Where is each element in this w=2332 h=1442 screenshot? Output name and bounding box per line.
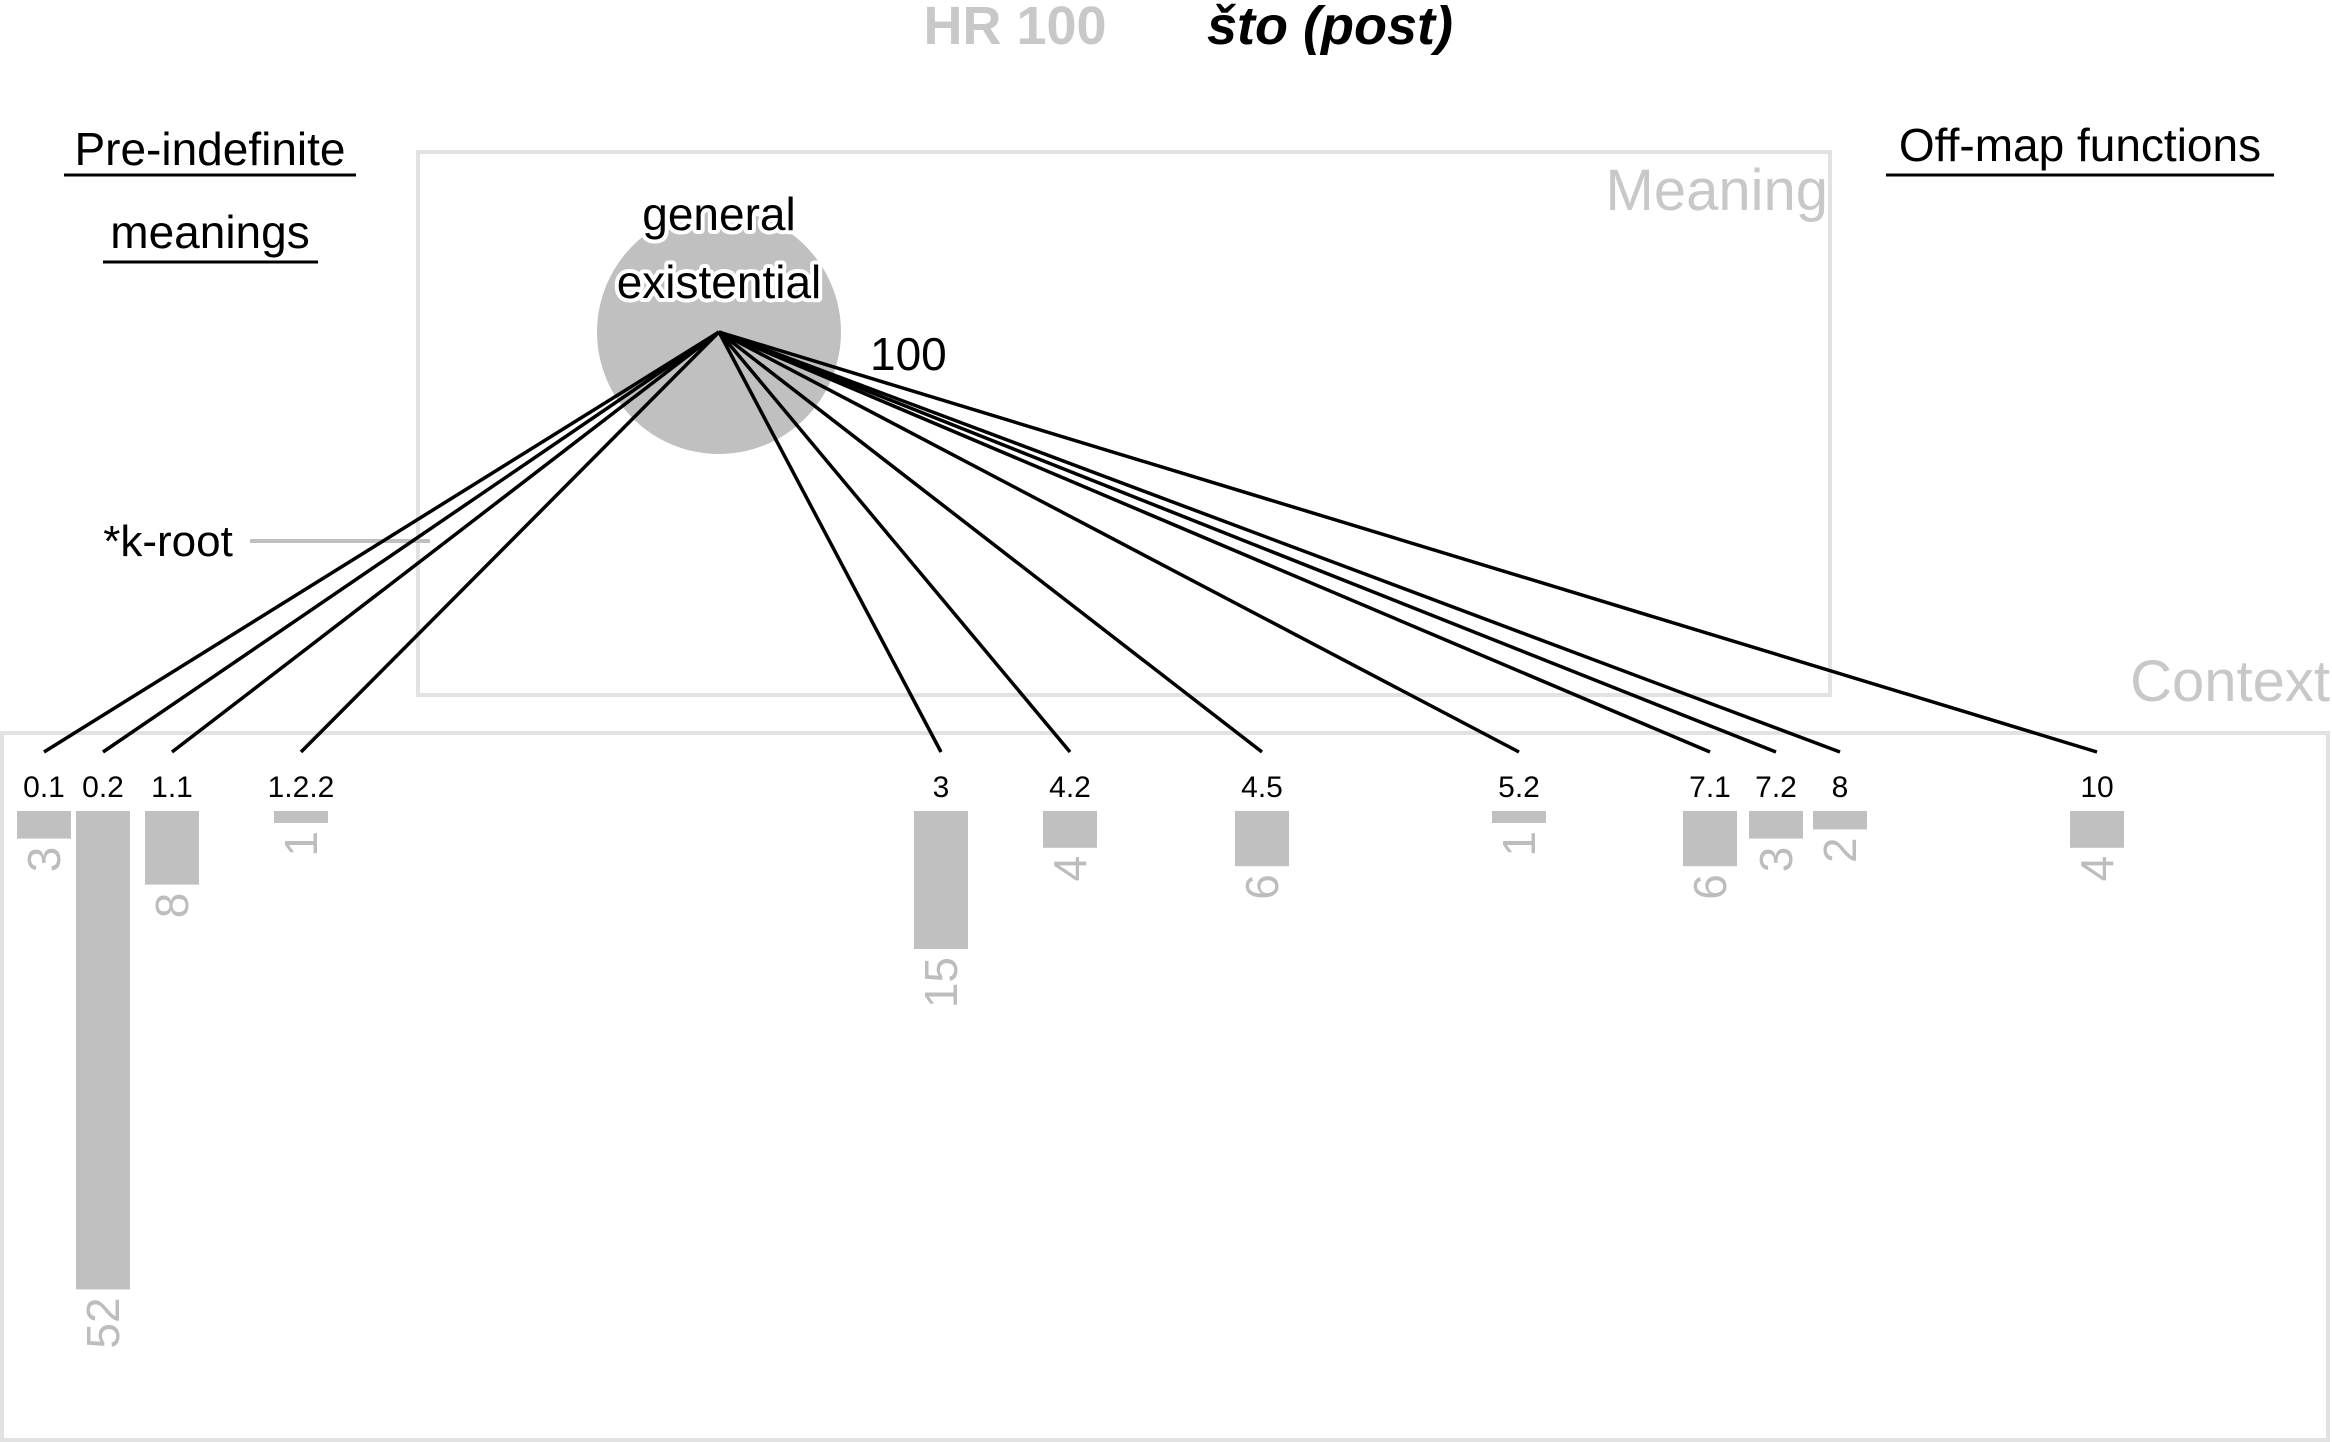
bar-0.2 bbox=[76, 811, 130, 1290]
bar-1.1 bbox=[145, 811, 199, 885]
value-label-0.2: 52 bbox=[77, 1297, 129, 1348]
value-label-5.2: 1 bbox=[1493, 831, 1545, 857]
right-heading: Off-map functions bbox=[1899, 119, 2261, 171]
link-0.1 bbox=[43, 330, 720, 754]
category-label-1.1: 1.1 bbox=[151, 771, 193, 804]
title-word: što (post) bbox=[1207, 0, 1453, 56]
category-label-3: 3 bbox=[933, 771, 950, 804]
context-panel-label: Context bbox=[2130, 649, 2330, 714]
bar-7.1 bbox=[1683, 811, 1737, 867]
meaning-node-total: 100 bbox=[870, 328, 947, 380]
category-label-5.2: 5.2 bbox=[1498, 771, 1540, 804]
link-7.2 bbox=[718, 330, 1777, 754]
link-4.2 bbox=[717, 330, 1072, 754]
category-label-0.1: 0.1 bbox=[23, 771, 65, 804]
category-label-4.5: 4.5 bbox=[1241, 771, 1283, 804]
left-heading-line1: Pre-indefinite bbox=[74, 123, 345, 175]
link-7.1 bbox=[718, 330, 1711, 754]
meaning-node-label-line1: general bbox=[642, 188, 795, 240]
bar-4.5 bbox=[1235, 811, 1289, 867]
value-label-4.2: 4 bbox=[1044, 856, 1096, 882]
value-label-3: 15 bbox=[915, 957, 967, 1008]
meaning-panel-label: Meaning bbox=[1606, 158, 1828, 223]
root-label: *k-root bbox=[103, 517, 233, 566]
value-label-4.5: 6 bbox=[1236, 874, 1288, 900]
bar-7.2 bbox=[1749, 811, 1803, 839]
bar-8 bbox=[1813, 811, 1867, 830]
category-label-7.1: 7.1 bbox=[1689, 771, 1731, 804]
category-label-4.2: 4.2 bbox=[1049, 771, 1091, 804]
bar-3 bbox=[914, 811, 968, 949]
value-label-7.1: 6 bbox=[1684, 874, 1736, 900]
link-1.1 bbox=[170, 330, 721, 754]
left-heading-line2: meanings bbox=[110, 206, 309, 258]
value-label-0.1: 3 bbox=[18, 847, 70, 873]
link-1.2.2 bbox=[299, 330, 721, 754]
meaning-node-label-line2: existential bbox=[617, 256, 822, 308]
context-panel bbox=[0, 731, 2330, 1442]
category-label-7.2: 7.2 bbox=[1755, 771, 1797, 804]
link-8 bbox=[718, 330, 1841, 754]
bar-0.1 bbox=[17, 811, 71, 839]
category-label-0.2: 0.2 bbox=[82, 771, 124, 804]
category-label-1.2.2: 1.2.2 bbox=[268, 771, 335, 804]
category-label-8: 8 bbox=[1832, 771, 1849, 804]
link-0.2 bbox=[102, 330, 720, 754]
value-label-7.2: 3 bbox=[1750, 847, 1802, 873]
bar-4.2 bbox=[1043, 811, 1097, 848]
meaning-node-label: general existential bbox=[613, 184, 826, 312]
bars: 0.1 3 0.2 52 1.1 8 1.2.2 1 3 15 4.2 4 4.5 6 5.2 1 7.1 6 7.… bbox=[17, 771, 2124, 1349]
link-4.5 bbox=[717, 330, 1264, 754]
value-label-10: 4 bbox=[2071, 856, 2123, 882]
value-label-8: 2 bbox=[1814, 837, 1866, 863]
value-label-1.1: 8 bbox=[146, 893, 198, 919]
category-label-10: 10 bbox=[2080, 771, 2113, 804]
link-5.2 bbox=[718, 330, 1520, 754]
bar-1.2.2 bbox=[274, 811, 328, 823]
bar-10 bbox=[2070, 811, 2124, 848]
value-label-1.2.2: 1 bbox=[275, 831, 327, 857]
bar-5.2 bbox=[1492, 811, 1546, 823]
link-3 bbox=[717, 331, 943, 753]
title-id: HR 100 bbox=[923, 0, 1106, 56]
link-10 bbox=[718, 330, 2098, 754]
meaning-panel bbox=[416, 150, 1832, 697]
links bbox=[43, 330, 2098, 754]
